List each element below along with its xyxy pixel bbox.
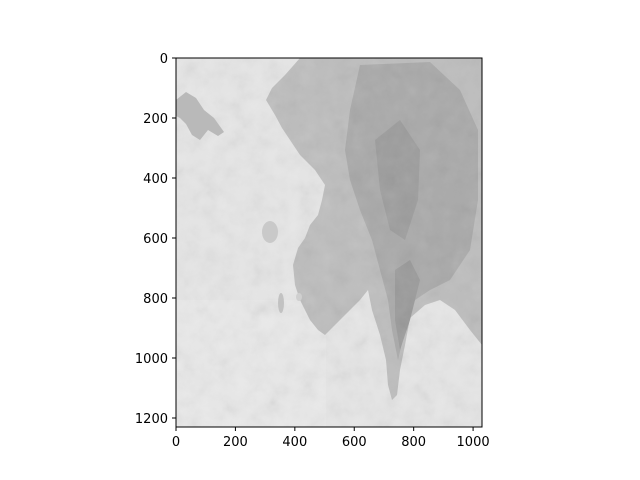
y-tick-label: 1000 [135, 352, 168, 367]
y-tick-label: 200 [143, 112, 168, 127]
x-tick-label: 600 [342, 435, 367, 450]
x-tick-label: 800 [401, 435, 426, 450]
satellite-image [176, 58, 482, 427]
y-tick-label: 1200 [135, 412, 168, 427]
x-tick-label: 400 [282, 435, 307, 450]
y-tick-label: 0 [160, 52, 168, 67]
y-tick-label: 800 [143, 292, 168, 307]
x-tick-label: 1000 [457, 435, 490, 450]
y-tick-label: 400 [143, 172, 168, 187]
y-axis: 0 200 400 600 800 1000 1200 [135, 52, 176, 427]
x-axis: 0 200 400 600 800 1000 [172, 427, 490, 450]
plot-frame [175, 57, 483, 428]
x-tick-label: 200 [223, 435, 248, 450]
island [176, 92, 224, 140]
y-tick-label: 600 [143, 232, 168, 247]
x-tick-label: 0 [172, 435, 180, 450]
